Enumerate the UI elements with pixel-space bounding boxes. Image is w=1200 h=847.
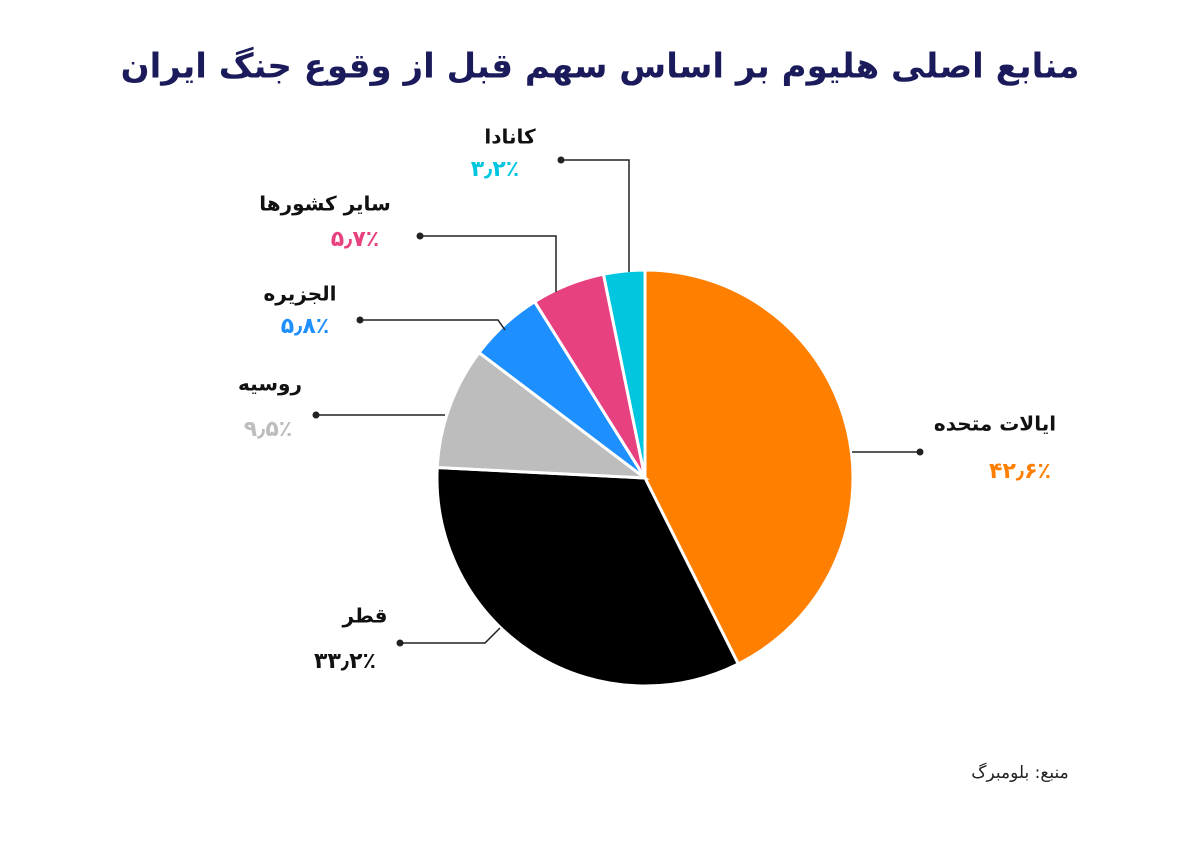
value-label: ۹٫۵٪ <box>244 417 293 442</box>
leader-dot <box>396 639 404 647</box>
leader-dot <box>557 156 565 164</box>
chart-title: منابع اصلی هلیوم بر اساس سهم قبل از وقوع… <box>121 47 1080 87</box>
leader-dot <box>312 411 320 419</box>
pie-slice <box>435 350 650 480</box>
slice-label: کانادا <box>484 125 536 149</box>
leader-line <box>360 319 506 331</box>
value-label: ۳٫۲٪ <box>471 157 520 182</box>
value-label: ۳۳٫۲٪ <box>314 649 376 674</box>
pie-slice <box>435 465 741 688</box>
value-label: ۴۲٫۶٪ <box>989 459 1051 484</box>
value-label: ۵٫۸٪ <box>281 314 330 339</box>
leader-line <box>561 159 630 272</box>
leader-dot <box>416 232 424 240</box>
slice-label: قطر <box>341 604 387 628</box>
pie-slice <box>643 268 855 666</box>
slice-label: سایر کشورها <box>259 192 391 216</box>
slice-label: ایالات متحده <box>934 412 1056 436</box>
leader-line <box>400 627 501 644</box>
leader-line <box>420 235 557 292</box>
leader-dot <box>356 316 364 324</box>
slice-label: روسیه <box>238 372 302 396</box>
value-label: ۵٫۷٪ <box>331 227 380 252</box>
pie-slice <box>601 268 647 479</box>
source: منبع: بلومبرگ <box>971 762 1069 783</box>
slice-label: الجزیره <box>264 282 337 306</box>
leader-dot <box>916 448 924 456</box>
